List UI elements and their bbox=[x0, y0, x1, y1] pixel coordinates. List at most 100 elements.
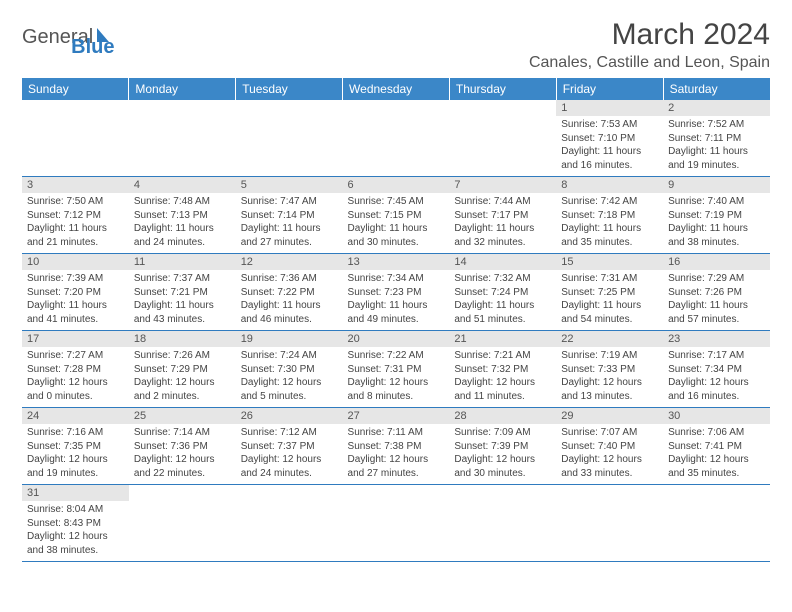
cell-body: Sunrise: 7:06 AMSunset: 7:41 PMDaylight:… bbox=[663, 424, 770, 484]
calendar-cell: 31Sunrise: 8:04 AMSunset: 8:43 PMDayligh… bbox=[22, 485, 129, 562]
sunrise-text: Sunrise: 7:47 AM bbox=[241, 195, 338, 209]
sunset-text: Sunset: 7:23 PM bbox=[348, 286, 445, 300]
cell-body: Sunrise: 7:22 AMSunset: 7:31 PMDaylight:… bbox=[343, 347, 450, 407]
sunrise-text: Sunrise: 7:53 AM bbox=[561, 118, 658, 132]
day-number: 2 bbox=[663, 100, 770, 116]
calendar-cell: .. bbox=[663, 485, 770, 562]
daylight-text: Daylight: 11 hours and 16 minutes. bbox=[561, 145, 658, 172]
day-number: 6 bbox=[343, 177, 450, 193]
sunrise-text: Sunrise: 7:11 AM bbox=[348, 426, 445, 440]
sunset-text: Sunset: 7:39 PM bbox=[454, 440, 551, 454]
daylight-text: Daylight: 12 hours and 5 minutes. bbox=[241, 376, 338, 403]
calendar-cell: 10Sunrise: 7:39 AMSunset: 7:20 PMDayligh… bbox=[22, 254, 129, 331]
daylight-text: Daylight: 12 hours and 13 minutes. bbox=[561, 376, 658, 403]
day-number: 21 bbox=[449, 331, 556, 347]
sunrise-text: Sunrise: 7:26 AM bbox=[134, 349, 231, 363]
daylight-text: Daylight: 12 hours and 22 minutes. bbox=[134, 453, 231, 480]
sunrise-text: Sunrise: 7:50 AM bbox=[27, 195, 124, 209]
sunset-text: Sunset: 7:24 PM bbox=[454, 286, 551, 300]
cell-body: Sunrise: 8:04 AMSunset: 8:43 PMDaylight:… bbox=[22, 501, 129, 561]
sunset-text: Sunset: 7:37 PM bbox=[241, 440, 338, 454]
weekday-header: Wednesday bbox=[343, 78, 450, 100]
header: General Blue March 2024 Canales, Castill… bbox=[22, 18, 770, 72]
sunset-text: Sunset: 7:26 PM bbox=[668, 286, 765, 300]
sunset-text: Sunset: 7:13 PM bbox=[134, 209, 231, 223]
cell-body: Sunrise: 7:42 AMSunset: 7:18 PMDaylight:… bbox=[556, 193, 663, 253]
sunset-text: Sunset: 7:30 PM bbox=[241, 363, 338, 377]
day-number: 3 bbox=[22, 177, 129, 193]
day-number: 16 bbox=[663, 254, 770, 270]
day-number: 9 bbox=[663, 177, 770, 193]
daylight-text: Daylight: 12 hours and 35 minutes. bbox=[668, 453, 765, 480]
day-number: 18 bbox=[129, 331, 236, 347]
daylight-text: Daylight: 11 hours and 30 minutes. bbox=[348, 222, 445, 249]
cell-body: Sunrise: 7:16 AMSunset: 7:35 PMDaylight:… bbox=[22, 424, 129, 484]
calendar-cell: .. bbox=[129, 100, 236, 177]
sunset-text: Sunset: 7:12 PM bbox=[27, 209, 124, 223]
day-number: 7 bbox=[449, 177, 556, 193]
day-number: 4 bbox=[129, 177, 236, 193]
daylight-text: Daylight: 12 hours and 33 minutes. bbox=[561, 453, 658, 480]
day-number: 28 bbox=[449, 408, 556, 424]
page-subtitle: Canales, Castille and Leon, Spain bbox=[529, 54, 770, 72]
day-number: 26 bbox=[236, 408, 343, 424]
sunset-text: Sunset: 7:17 PM bbox=[454, 209, 551, 223]
daylight-text: Daylight: 12 hours and 27 minutes. bbox=[348, 453, 445, 480]
daylight-text: Daylight: 11 hours and 38 minutes. bbox=[668, 222, 765, 249]
cell-body: Sunrise: 7:29 AMSunset: 7:26 PMDaylight:… bbox=[663, 270, 770, 330]
cell-body: Sunrise: 7:07 AMSunset: 7:40 PMDaylight:… bbox=[556, 424, 663, 484]
sunrise-text: Sunrise: 7:37 AM bbox=[134, 272, 231, 286]
sunset-text: Sunset: 7:19 PM bbox=[668, 209, 765, 223]
calendar-cell: 25Sunrise: 7:14 AMSunset: 7:36 PMDayligh… bbox=[129, 408, 236, 485]
title-block: March 2024 Canales, Castille and Leon, S… bbox=[529, 18, 770, 72]
weekday-header: Friday bbox=[556, 78, 663, 100]
calendar-cell: 8Sunrise: 7:42 AMSunset: 7:18 PMDaylight… bbox=[556, 177, 663, 254]
cell-body: Sunrise: 7:27 AMSunset: 7:28 PMDaylight:… bbox=[22, 347, 129, 407]
sunset-text: Sunset: 7:18 PM bbox=[561, 209, 658, 223]
weekday-header: Monday bbox=[129, 78, 236, 100]
cell-body: Sunrise: 7:32 AMSunset: 7:24 PMDaylight:… bbox=[449, 270, 556, 330]
cell-body: Sunrise: 7:48 AMSunset: 7:13 PMDaylight:… bbox=[129, 193, 236, 253]
sunrise-text: Sunrise: 7:27 AM bbox=[27, 349, 124, 363]
daylight-text: Daylight: 11 hours and 54 minutes. bbox=[561, 299, 658, 326]
daylight-text: Daylight: 11 hours and 41 minutes. bbox=[27, 299, 124, 326]
day-number: 22 bbox=[556, 331, 663, 347]
day-number: 5 bbox=[236, 177, 343, 193]
day-number: 1 bbox=[556, 100, 663, 116]
cell-body: Sunrise: 7:21 AMSunset: 7:32 PMDaylight:… bbox=[449, 347, 556, 407]
calendar-cell: 9Sunrise: 7:40 AMSunset: 7:19 PMDaylight… bbox=[663, 177, 770, 254]
daylight-text: Daylight: 12 hours and 16 minutes. bbox=[668, 376, 765, 403]
calendar-row: 3Sunrise: 7:50 AMSunset: 7:12 PMDaylight… bbox=[22, 177, 770, 254]
daylight-text: Daylight: 12 hours and 38 minutes. bbox=[27, 530, 124, 557]
calendar-cell: 30Sunrise: 7:06 AMSunset: 7:41 PMDayligh… bbox=[663, 408, 770, 485]
sunrise-text: Sunrise: 7:31 AM bbox=[561, 272, 658, 286]
sunset-text: Sunset: 7:10 PM bbox=[561, 132, 658, 146]
day-number: 31 bbox=[22, 485, 129, 501]
calendar-cell: .. bbox=[449, 100, 556, 177]
calendar-cell: 13Sunrise: 7:34 AMSunset: 7:23 PMDayligh… bbox=[343, 254, 450, 331]
calendar-cell: .. bbox=[556, 485, 663, 562]
day-number: 12 bbox=[236, 254, 343, 270]
calendar-cell: .. bbox=[22, 100, 129, 177]
sunrise-text: Sunrise: 7:07 AM bbox=[561, 426, 658, 440]
cell-body: Sunrise: 7:24 AMSunset: 7:30 PMDaylight:… bbox=[236, 347, 343, 407]
calendar-cell: 7Sunrise: 7:44 AMSunset: 7:17 PMDaylight… bbox=[449, 177, 556, 254]
day-number: 20 bbox=[343, 331, 450, 347]
calendar-cell: 19Sunrise: 7:24 AMSunset: 7:30 PMDayligh… bbox=[236, 331, 343, 408]
calendar-header-row: SundayMondayTuesdayWednesdayThursdayFrid… bbox=[22, 78, 770, 100]
sunrise-text: Sunrise: 7:06 AM bbox=[668, 426, 765, 440]
day-number: 17 bbox=[22, 331, 129, 347]
sunrise-text: Sunrise: 7:45 AM bbox=[348, 195, 445, 209]
daylight-text: Daylight: 11 hours and 27 minutes. bbox=[241, 222, 338, 249]
sunset-text: Sunset: 7:40 PM bbox=[561, 440, 658, 454]
calendar-row: ..........1Sunrise: 7:53 AMSunset: 7:10 … bbox=[22, 100, 770, 177]
sunrise-text: Sunrise: 7:14 AM bbox=[134, 426, 231, 440]
sunrise-text: Sunrise: 7:52 AM bbox=[668, 118, 765, 132]
calendar-cell: 5Sunrise: 7:47 AMSunset: 7:14 PMDaylight… bbox=[236, 177, 343, 254]
calendar-cell: 15Sunrise: 7:31 AMSunset: 7:25 PMDayligh… bbox=[556, 254, 663, 331]
page-title: March 2024 bbox=[529, 18, 770, 52]
sunrise-text: Sunrise: 7:17 AM bbox=[668, 349, 765, 363]
cell-body: Sunrise: 7:19 AMSunset: 7:33 PMDaylight:… bbox=[556, 347, 663, 407]
sunrise-text: Sunrise: 7:36 AM bbox=[241, 272, 338, 286]
cell-body: Sunrise: 7:50 AMSunset: 7:12 PMDaylight:… bbox=[22, 193, 129, 253]
